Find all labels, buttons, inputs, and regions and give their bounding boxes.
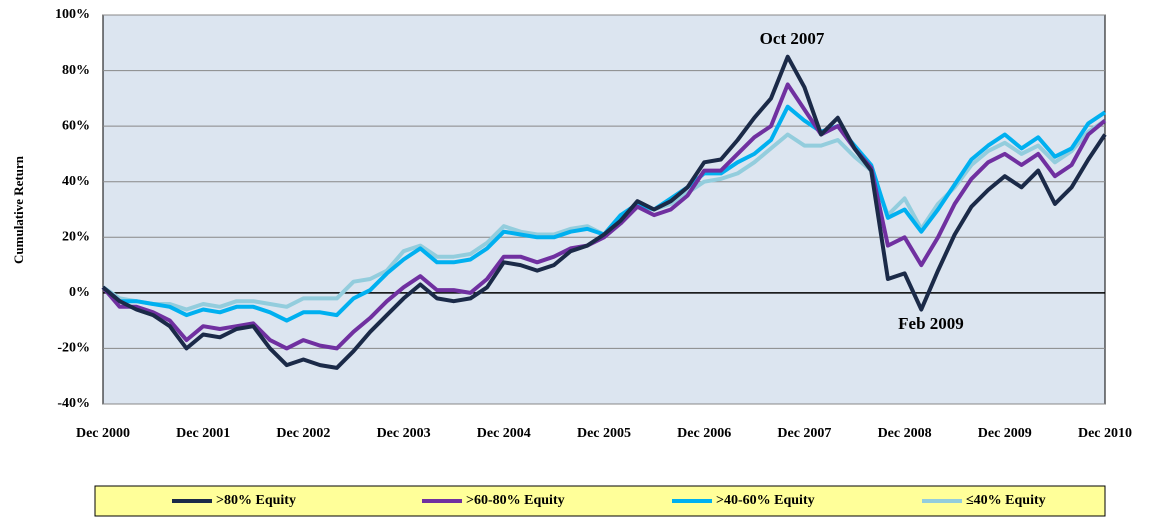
x-tick-label: Dec 2000 xyxy=(76,426,130,441)
x-tick-label: Dec 2002 xyxy=(276,426,330,441)
annotation: Oct 2007 xyxy=(760,29,825,48)
x-tick-label: Dec 2004 xyxy=(477,426,531,441)
y-tick-label: 40% xyxy=(62,174,90,189)
series-line xyxy=(101,54,1107,370)
annotation: Feb 2009 xyxy=(898,314,964,333)
x-tick-label: Dec 2009 xyxy=(978,426,1032,441)
legend-label: ≤40% Equity xyxy=(966,493,1046,508)
y-tick-label: 80% xyxy=(62,63,90,78)
y-tick-label: 0% xyxy=(69,285,90,300)
legend-label: >80% Equity xyxy=(216,493,296,508)
x-tick-label: Dec 2006 xyxy=(677,426,731,441)
legend-label: >60-80% Equity xyxy=(466,493,565,508)
x-tick-label: Dec 2008 xyxy=(878,426,932,441)
y-tick-label: -40% xyxy=(57,396,90,411)
y-tick-label: 20% xyxy=(62,230,90,245)
y-axis-label: Cumulative Return xyxy=(11,155,26,264)
legend-label: >40-60% Equity xyxy=(716,493,815,508)
y-tick-label: -20% xyxy=(57,341,90,356)
x-tick-label: Dec 2003 xyxy=(377,426,431,441)
series-line xyxy=(101,82,1107,351)
x-tick-label: Dec 2001 xyxy=(176,426,230,441)
x-tick-label: Dec 2005 xyxy=(577,426,631,441)
y-tick-label: 60% xyxy=(62,118,90,133)
plot-area xyxy=(102,14,1106,405)
x-tick-label: Dec 2007 xyxy=(777,426,831,441)
x-tick-label: Dec 2010 xyxy=(1078,426,1132,441)
y-tick-label: 100% xyxy=(55,7,90,22)
